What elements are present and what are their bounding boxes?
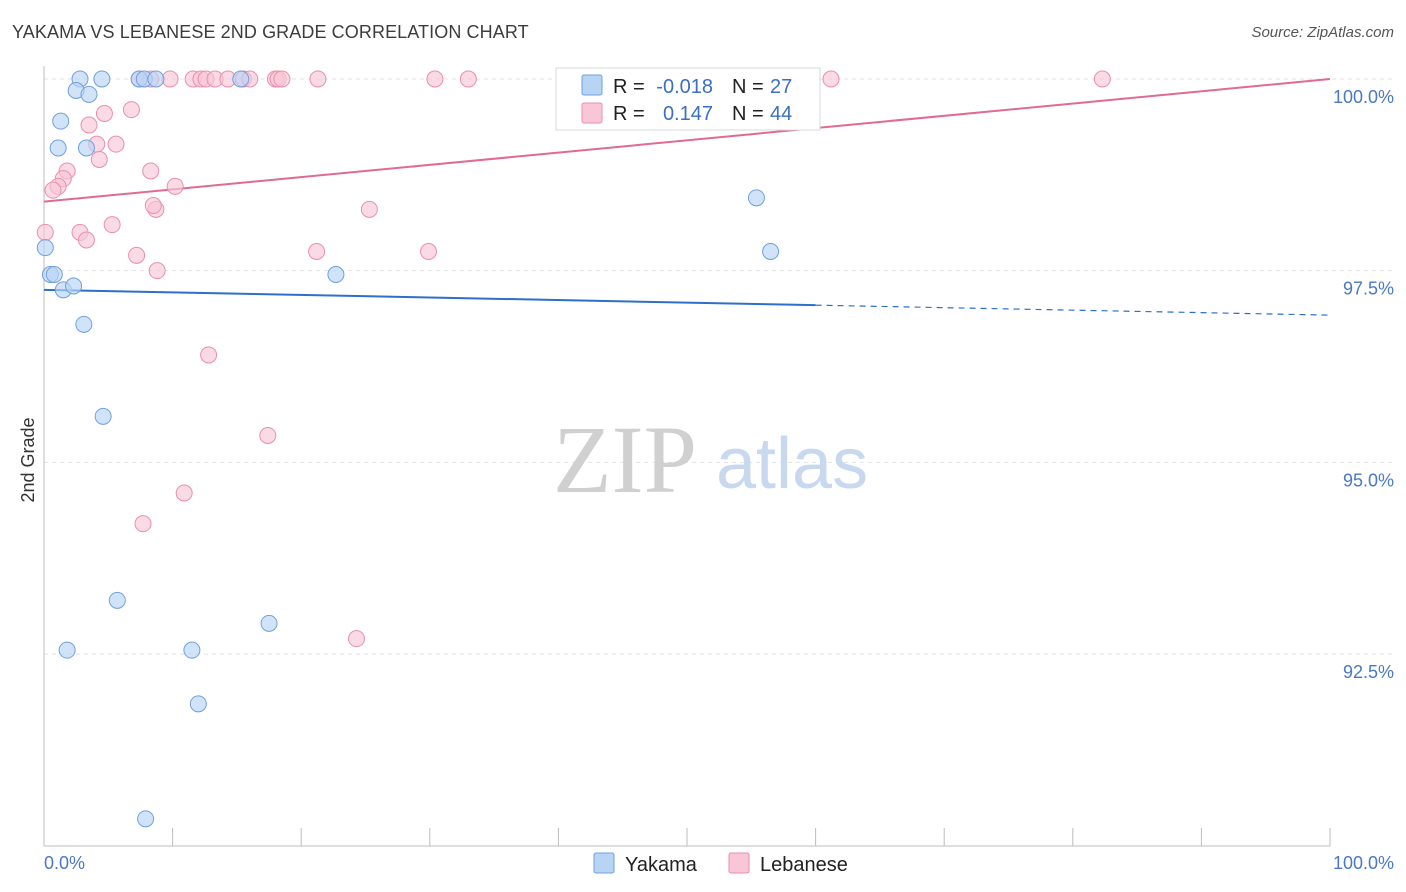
lebanese-swatch bbox=[581, 102, 603, 124]
y-tick-label: 95.0% bbox=[1343, 470, 1394, 490]
lebanese-point bbox=[459, 70, 477, 88]
trend-layer bbox=[43, 78, 1331, 316]
grid-layer bbox=[44, 78, 1394, 655]
yakama-point bbox=[36, 239, 54, 257]
lebanese-point bbox=[1093, 70, 1111, 88]
lebanese-point bbox=[347, 630, 365, 648]
lebanese-point bbox=[144, 197, 162, 214]
lebanese-point bbox=[259, 427, 277, 444]
watermark: ZIP atlas bbox=[553, 406, 868, 513]
lebanese-n-label: N = bbox=[732, 103, 764, 125]
lebanese-point bbox=[309, 70, 327, 88]
legend-yakama-label: Yakama bbox=[625, 854, 698, 876]
lebanese-point bbox=[95, 105, 113, 122]
yakama-point bbox=[183, 641, 201, 659]
yakama-trend-line bbox=[43, 288, 816, 307]
yakama-point bbox=[52, 112, 70, 130]
lebanese-point bbox=[822, 70, 840, 88]
lebanese-point bbox=[166, 177, 184, 195]
lebanese-point bbox=[142, 162, 160, 180]
lebanese-point bbox=[80, 116, 98, 134]
lebanese-point bbox=[134, 515, 152, 533]
yakama-point bbox=[232, 70, 250, 88]
yakama-point bbox=[747, 189, 765, 207]
chart-title: YAKAMA VS LEBANESE 2ND GRADE CORRELATION… bbox=[12, 22, 529, 42]
lebanese-point bbox=[128, 246, 146, 264]
lebanese-n-value: 44 bbox=[770, 103, 792, 125]
series-legend: Yakama Lebanese bbox=[593, 852, 848, 876]
lebanese-point bbox=[360, 200, 378, 218]
lebanese-point bbox=[426, 70, 444, 88]
yakama-point bbox=[762, 243, 780, 260]
points-layer bbox=[36, 70, 1111, 828]
watermark-atlas: atlas bbox=[716, 424, 868, 504]
y-tick-label: 97.5% bbox=[1343, 279, 1394, 299]
lebanese-point bbox=[161, 70, 179, 88]
yakama-point bbox=[327, 266, 345, 283]
yakama-point bbox=[58, 641, 76, 659]
yakama-point bbox=[93, 70, 111, 88]
lebanese-point bbox=[175, 484, 193, 502]
yakama-r-label: R = bbox=[613, 76, 645, 98]
yakama-point bbox=[108, 591, 126, 609]
lebanese-point bbox=[103, 216, 121, 234]
lebanese-point bbox=[148, 262, 166, 280]
lebanese-point bbox=[200, 346, 218, 364]
yakama-point bbox=[45, 266, 63, 283]
yakama-point bbox=[77, 139, 95, 157]
yakama-point bbox=[137, 810, 155, 828]
lebanese-r-label: R = bbox=[613, 103, 645, 125]
lebanese-point bbox=[77, 231, 95, 249]
yakama-point bbox=[94, 407, 112, 425]
source-credit: Source: ZipAtlas.com bbox=[1251, 24, 1394, 41]
watermark-zip: ZIP bbox=[553, 406, 697, 513]
yakama-point bbox=[260, 614, 278, 632]
lebanese-point bbox=[36, 223, 54, 241]
lebanese-point bbox=[420, 243, 438, 260]
yakama-point bbox=[75, 315, 93, 333]
y-tick-label: 92.5% bbox=[1343, 662, 1394, 682]
y-axis-label: 2nd Grade bbox=[18, 417, 38, 502]
legend-yakama-swatch bbox=[593, 852, 615, 874]
x-tick-label-min: 0.0% bbox=[44, 853, 85, 873]
lebanese-point bbox=[122, 101, 140, 119]
lebanese-point bbox=[308, 243, 326, 260]
x-tick-label-max: 100.0% bbox=[1333, 853, 1394, 873]
stats-legend: R = -0.018 N = 27 R = 0.147 N = 44 bbox=[555, 67, 821, 131]
yakama-point bbox=[49, 139, 67, 157]
legend-lebanese-swatch bbox=[728, 852, 750, 874]
yakama-n-label: N = bbox=[732, 76, 764, 98]
y-tick-label: 100.0% bbox=[1333, 87, 1394, 107]
lebanese-point bbox=[273, 70, 291, 88]
yakama-trend-extension bbox=[815, 304, 1331, 316]
axes-layer: 100.0% 97.5% 95.0% 92.5% bbox=[43, 66, 1394, 847]
lebanese-point bbox=[90, 151, 108, 168]
lebanese-point bbox=[44, 181, 62, 199]
yakama-point bbox=[80, 85, 98, 103]
yakama-r-value: -0.018 bbox=[656, 76, 713, 98]
yakama-point bbox=[147, 70, 165, 88]
lebanese-r-value: 0.147 bbox=[663, 103, 713, 125]
yakama-point bbox=[65, 277, 83, 295]
lebanese-trend-line bbox=[43, 78, 1331, 203]
yakama-swatch bbox=[581, 74, 603, 96]
yakama-n-value: 27 bbox=[770, 76, 792, 98]
legend-lebanese-label: Lebanese bbox=[760, 854, 848, 876]
yakama-point bbox=[189, 695, 207, 713]
lebanese-point bbox=[107, 135, 125, 153]
